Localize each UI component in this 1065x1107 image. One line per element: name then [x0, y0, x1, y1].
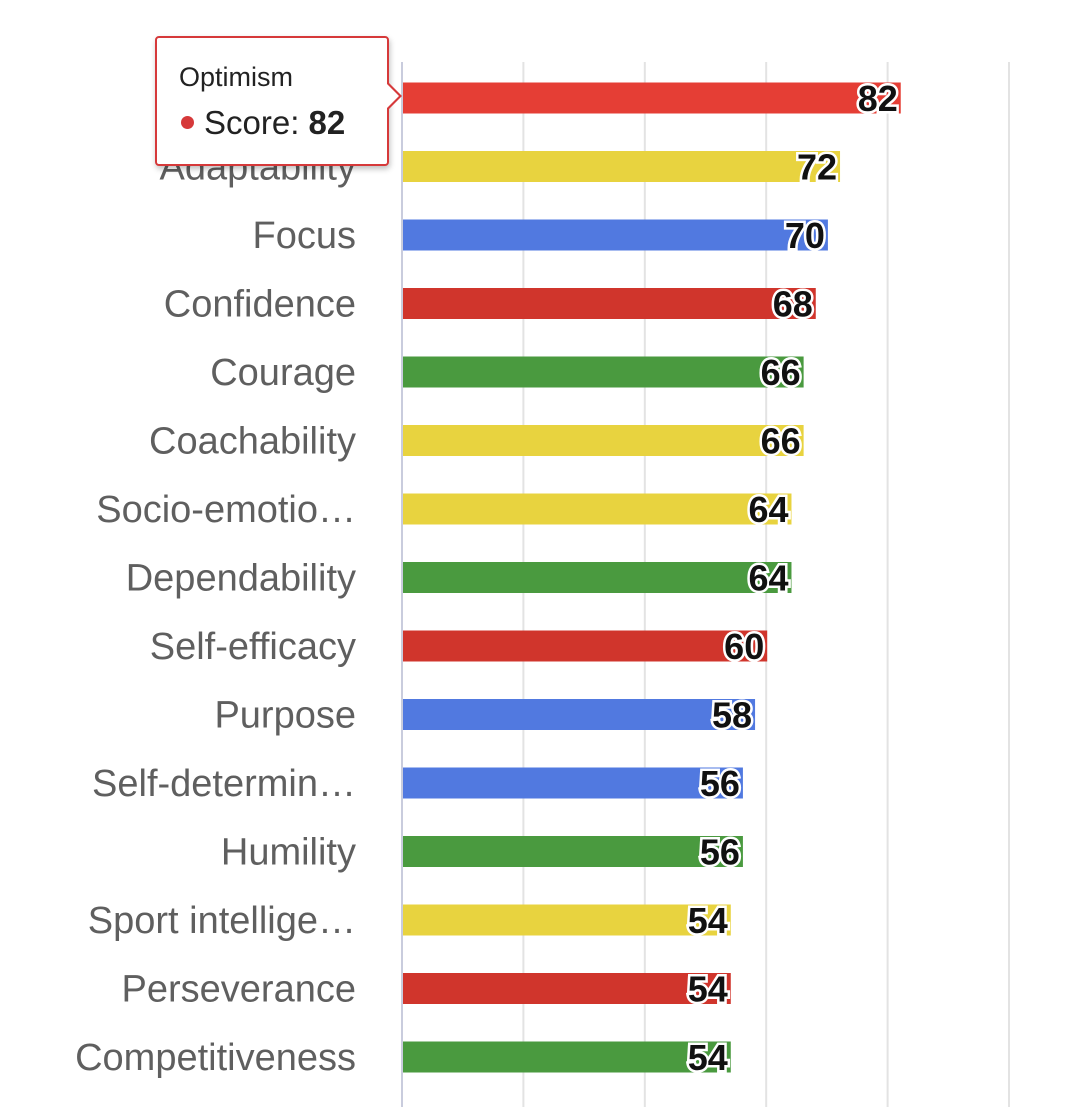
- data-label: 72: [797, 147, 837, 188]
- tooltip-series-label: Score:: [204, 104, 300, 141]
- data-label: 66: [761, 421, 801, 462]
- bars: [403, 82, 901, 1073]
- bar[interactable]: [403, 836, 743, 867]
- bar[interactable]: [403, 767, 743, 799]
- data-label: 64: [748, 489, 788, 530]
- category-label: Humility: [221, 832, 356, 874]
- bar[interactable]: [403, 493, 792, 525]
- category-label: Confidence: [164, 284, 356, 326]
- category-label: Coachability: [149, 421, 356, 463]
- category-label: Focus: [253, 215, 356, 257]
- category-label: Sport intellige…: [88, 900, 356, 942]
- category-label: Courage: [210, 352, 356, 394]
- data-label: 54: [688, 969, 728, 1010]
- category-label: Perseverance: [122, 969, 356, 1011]
- data-label: 60: [724, 626, 764, 667]
- data-label: 54: [688, 900, 728, 941]
- tooltip-value: 82: [308, 104, 346, 141]
- category-label: Competitiveness: [75, 1037, 356, 1079]
- data-label: 70: [785, 215, 825, 256]
- series-dot-icon: [181, 115, 194, 129]
- data-label: 64: [748, 558, 788, 599]
- bar[interactable]: [403, 562, 792, 593]
- category-label: Self-determin…: [92, 763, 356, 805]
- bar[interactable]: [403, 973, 731, 1004]
- bar[interactable]: [403, 425, 804, 456]
- bar[interactable]: [403, 288, 816, 319]
- bar[interactable]: [403, 1041, 731, 1073]
- bar[interactable]: [403, 219, 828, 251]
- data-label: 56: [700, 832, 740, 873]
- category-label: Purpose: [214, 695, 356, 737]
- bar[interactable]: [403, 82, 901, 114]
- category-labels: OptimismAdaptabilityFocusConfidenceCoura…: [75, 78, 356, 1079]
- bar[interactable]: [403, 356, 804, 388]
- category-label: Socio-emotio…: [96, 489, 356, 531]
- tooltip-title: Optimism: [179, 62, 293, 92]
- data-labels: 82 72 70 68 66 66 64 64 60 58 56 56 54 54 54: [685, 76, 900, 1081]
- bar[interactable]: [403, 630, 768, 662]
- category-label: Dependability: [126, 558, 356, 600]
- data-label: 66: [761, 352, 801, 393]
- category-label: Self-efficacy: [150, 626, 356, 668]
- bar[interactable]: [403, 151, 841, 182]
- data-label: 58: [712, 695, 752, 736]
- chart-tooltip: Optimism Score: 82: [155, 36, 402, 166]
- data-label: 56: [700, 763, 740, 804]
- bar[interactable]: [403, 699, 756, 730]
- tooltip-row: Score: 82: [181, 104, 345, 142]
- bar[interactable]: [403, 904, 731, 936]
- data-label: 68: [773, 284, 813, 325]
- data-label: 82: [858, 78, 898, 119]
- data-label: 54: [688, 1037, 728, 1078]
